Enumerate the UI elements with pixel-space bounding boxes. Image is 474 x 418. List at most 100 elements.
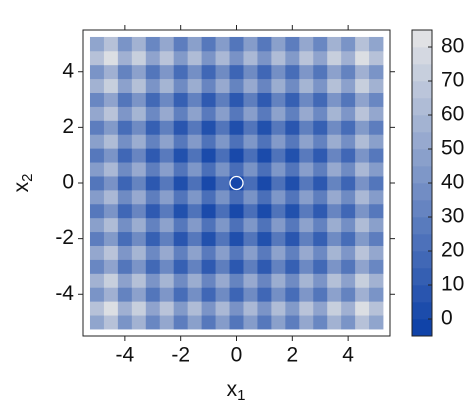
heat-cell <box>243 287 258 302</box>
heat-cell <box>355 287 370 302</box>
heat-cell <box>243 315 258 330</box>
heat-cell <box>215 273 230 288</box>
heat-cell <box>201 148 216 163</box>
heat-cell <box>229 36 244 52</box>
heat-cell <box>103 273 119 288</box>
heat-cell <box>313 315 328 330</box>
heat-cell <box>159 231 175 246</box>
heat-cell <box>89 273 105 288</box>
heat-cell <box>313 148 328 163</box>
heat-cell <box>215 134 230 149</box>
heat-cell <box>313 245 328 260</box>
heat-cell <box>327 106 342 121</box>
heat-cell <box>341 217 356 233</box>
heat-cell <box>103 189 119 205</box>
heat-cell <box>271 134 286 149</box>
heat-cell <box>355 203 370 219</box>
heat-cell <box>159 36 175 52</box>
heat-cell <box>299 287 314 302</box>
heat-cell <box>327 287 342 302</box>
heat-cell <box>103 245 119 260</box>
heat-cell <box>327 189 342 205</box>
heat-cell <box>229 231 244 246</box>
heat-cell <box>173 273 189 288</box>
heat-cell <box>229 78 244 93</box>
colorbar-band <box>412 64 432 82</box>
heat-cell <box>89 315 105 330</box>
colorbar-tick-label: 30 <box>441 205 464 228</box>
heat-cell <box>103 78 119 93</box>
heat-cell <box>313 301 328 316</box>
heat-cell <box>271 245 286 260</box>
heat-cell <box>131 301 147 316</box>
heat-cell <box>355 301 370 316</box>
x-axis-label: x1 <box>227 378 246 404</box>
heat-cell <box>201 287 216 302</box>
heat-cell <box>355 231 370 246</box>
heat-cell <box>285 64 300 80</box>
heat-cell <box>159 217 175 233</box>
heat-cell <box>299 231 314 246</box>
heat-cell <box>117 273 133 288</box>
heat-cell <box>271 217 286 233</box>
heat-cell <box>201 120 216 135</box>
heat-cell <box>285 162 300 177</box>
heat-cell <box>145 315 161 330</box>
heat-cell <box>285 217 300 233</box>
heat-cell <box>285 50 300 66</box>
heat-cell <box>313 217 328 233</box>
heat-cell <box>313 78 328 93</box>
heat-cell <box>285 259 300 274</box>
heat-cell <box>257 217 272 233</box>
heat-cell <box>201 92 216 107</box>
heat-cell <box>299 148 314 163</box>
heat-cell <box>173 106 189 121</box>
heat-cell <box>243 92 258 107</box>
heat-cell <box>271 259 286 274</box>
heat-cell <box>159 176 175 191</box>
heat-cell <box>89 106 105 121</box>
heat-cell <box>187 273 203 288</box>
heat-cell <box>369 106 384 121</box>
heat-cell <box>131 273 147 288</box>
heat-cell <box>145 106 161 121</box>
heat-cell <box>341 162 356 177</box>
heat-cell <box>173 231 189 246</box>
heat-cell <box>145 273 161 288</box>
heat-cell <box>131 231 147 246</box>
heat-cell <box>117 50 133 66</box>
heat-cell <box>341 78 356 93</box>
colorbar-tick-label: 10 <box>441 273 464 296</box>
heat-cell <box>145 176 161 191</box>
heat-cell <box>201 106 216 121</box>
heat-cell <box>271 50 286 66</box>
heat-cell <box>215 315 230 330</box>
heat-cell <box>313 106 328 121</box>
heat-cell <box>117 287 133 302</box>
heat-cell <box>271 203 286 219</box>
heat-cell <box>257 287 272 302</box>
heat-cell <box>229 301 244 316</box>
heat-cell <box>215 231 230 246</box>
heat-cell <box>215 287 230 302</box>
heat-cell <box>201 315 216 330</box>
heat-cell <box>201 273 216 288</box>
colorbar-band <box>412 30 432 48</box>
heat-cell <box>243 50 258 66</box>
heat-cell <box>215 120 230 135</box>
heat-cell <box>131 148 147 163</box>
heat-cell <box>145 259 161 274</box>
heat-cell <box>131 78 147 93</box>
heat-cell <box>145 301 161 316</box>
heat-cell <box>257 273 272 288</box>
heat-cell <box>257 78 272 93</box>
heat-cell <box>117 176 133 191</box>
heat-cell <box>89 148 105 163</box>
colorbar-tick-label: 50 <box>441 137 464 160</box>
heat-cell <box>285 231 300 246</box>
heat-cell <box>173 315 189 330</box>
heat-cell <box>131 176 147 191</box>
heat-cell <box>285 106 300 121</box>
heat-cell <box>285 92 300 107</box>
heat-cell <box>131 134 147 149</box>
